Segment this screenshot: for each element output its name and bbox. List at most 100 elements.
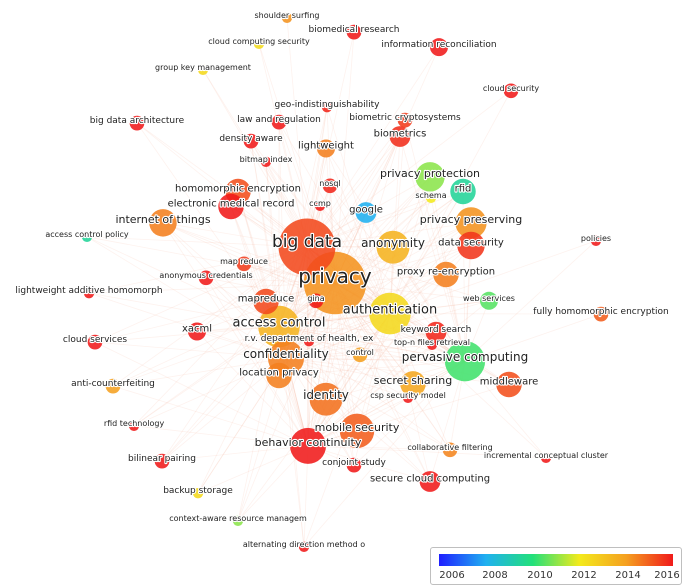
node-label[interactable]: incremental conceptual cluster [483,450,610,461]
node-information-reconciliation[interactable] [429,38,449,57]
node-ccmp[interactable] [314,200,326,211]
node-label[interactable]: location privacy [238,366,320,379]
node-label[interactable]: big data [271,231,343,253]
node-behavior-continuity[interactable] [289,427,327,464]
node-label[interactable]: internet of things [114,212,212,227]
node-map-reduce[interactable] [236,256,252,272]
node-identity[interactable] [309,382,343,416]
node-label[interactable]: gina [306,293,326,304]
node-label[interactable]: confidentiality [242,346,330,362]
node-label[interactable]: big data architecture [89,115,186,127]
node-label[interactable]: alternating direction method o [242,539,367,550]
node-label[interactable]: collaborative filtering [406,442,494,453]
node-label[interactable]: cloud computing security [207,36,311,47]
node-gina[interactable] [308,293,324,309]
node-top-n-files-retrieval[interactable] [426,339,438,350]
node-location-privacy[interactable] [266,362,292,389]
node-label[interactable]: schema [414,190,448,201]
node-mobile-security[interactable] [339,413,375,449]
node-internet-of-things[interactable] [149,209,177,237]
node-keyword-search[interactable] [425,321,447,343]
node-privacy-preserving[interactable] [455,207,487,239]
node-backup-storage[interactable] [192,487,204,499]
node-cloud-computing-security[interactable] [253,38,265,49]
node-label[interactable]: secure cloud computing [369,472,491,485]
node-lightweight-additive-homomorph[interactable] [83,287,95,299]
node-label[interactable]: nosql [318,178,342,189]
node-label[interactable]: xacml [181,322,213,335]
node-electronic-medical-record[interactable] [218,193,244,220]
node-label[interactable]: lightweight [297,139,355,152]
node-csp-security-model[interactable] [402,392,414,403]
node-access-control[interactable] [258,305,300,348]
node-label[interactable]: mapreduce [237,292,296,305]
node-incremental-conceptual-cluster[interactable] [540,452,552,463]
node-authentication[interactable] [369,292,411,335]
node-nosql[interactable] [322,178,338,194]
node-context-aware-resource-managem[interactable] [232,515,244,526]
node-label[interactable]: behavior continuity [254,435,363,450]
node-fully-homomorphic-encryption[interactable] [593,306,609,322]
node-pervasive-computing[interactable] [444,341,486,382]
node-label[interactable]: electronic medical record [166,197,295,210]
node-shoulder-surfing[interactable] [281,12,293,23]
node-geo-indistinguishability[interactable] [321,101,333,113]
node-big-data[interactable] [278,218,336,276]
node-label[interactable]: bitmap index [239,154,294,165]
node-bilinear-pairing[interactable] [154,453,170,469]
node-label[interactable]: top-n files retrieval [393,337,471,348]
node-label[interactable]: map reduce [219,256,269,267]
node-label[interactable]: proxy re-encryption [396,265,496,278]
node-access-control-policy[interactable] [81,231,93,242]
node-privacy-protection[interactable] [415,162,445,192]
node-r-v-department-of-health-ex[interactable] [303,335,315,347]
node-label[interactable]: mobile security [314,420,401,435]
node-label[interactable]: policies [580,233,612,244]
node-cloud-services[interactable] [87,334,103,350]
node-label[interactable]: density aware [218,133,284,145]
node-anti-counterfeiting[interactable] [105,378,121,394]
node-label[interactable]: privacy preserving [419,212,524,227]
node-label[interactable]: backup storage [162,485,234,497]
node-proxy-re-encryption[interactable] [433,261,459,288]
node-label[interactable]: rfid [454,182,473,195]
node-biometric-cryptosystems[interactable] [397,112,413,128]
node-biomedical-research[interactable] [346,24,362,40]
node-label[interactable]: access control policy [44,229,130,240]
node-label[interactable]: r.v. department of health, ex [244,333,376,345]
node-label[interactable]: anti-counterfeiting [70,378,156,390]
node-alternating-direction-method-o[interactable] [298,541,310,552]
node-label[interactable]: privacy [297,263,373,289]
node-law-and-regulation[interactable] [271,114,287,130]
node-label[interactable]: information reconciliation [380,39,497,51]
node-secret-sharing[interactable] [400,371,426,397]
node-web-services[interactable] [479,291,499,310]
node-google[interactable] [355,202,377,223]
node-label[interactable]: anonymity [360,235,426,251]
node-label[interactable]: group key management [154,62,252,73]
node-label[interactable]: secret sharing [373,373,454,388]
node-label[interactable]: homomorphic encryption [174,182,302,195]
node-xacml[interactable] [187,322,207,341]
node-middleware[interactable] [496,371,522,398]
node-label[interactable]: biometrics [373,127,428,140]
node-label[interactable]: data security [437,236,505,249]
node-label[interactable]: csp security model [369,390,447,401]
node-rfid-technology[interactable] [128,420,140,431]
node-lightweight[interactable] [316,139,336,158]
node-label[interactable]: context-aware resource managem [168,513,308,524]
node-anonymity[interactable] [376,230,410,264]
node-label[interactable]: access control [231,314,326,331]
node-label[interactable]: identity [302,387,350,403]
node-policies[interactable] [590,235,602,246]
node-biometrics[interactable] [389,126,411,147]
node-control[interactable] [352,347,368,363]
node-label[interactable]: bilinear pairing [127,453,197,465]
node-label[interactable]: cloud services [62,334,129,346]
node-label[interactable]: pervasive computing [401,349,530,365]
node-label[interactable]: biomedical research [307,24,400,36]
node-schema[interactable] [425,192,437,203]
node-label[interactable]: google [348,203,384,216]
node-cloud-security[interactable] [503,83,519,99]
node-label[interactable]: biometric cryptosystems [348,112,462,124]
